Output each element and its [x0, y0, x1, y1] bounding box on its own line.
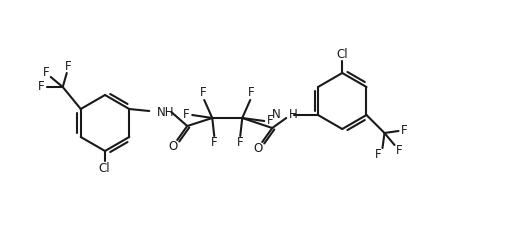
- Text: F: F: [401, 124, 408, 138]
- Text: F: F: [200, 87, 207, 99]
- Text: H: H: [289, 109, 298, 122]
- Text: O: O: [169, 140, 178, 154]
- Text: Cl: Cl: [98, 163, 110, 175]
- Text: N: N: [271, 109, 280, 122]
- Text: F: F: [43, 66, 49, 78]
- Text: F: F: [37, 80, 44, 94]
- Text: O: O: [254, 142, 263, 156]
- Text: NH: NH: [157, 105, 175, 119]
- Text: F: F: [183, 109, 189, 122]
- Text: F: F: [375, 148, 382, 160]
- Text: F: F: [396, 144, 403, 156]
- Text: F: F: [64, 61, 71, 73]
- Text: F: F: [267, 114, 274, 128]
- Text: F: F: [211, 137, 217, 149]
- Text: Cl: Cl: [336, 47, 348, 61]
- Text: F: F: [237, 137, 243, 149]
- Text: F: F: [248, 87, 254, 99]
